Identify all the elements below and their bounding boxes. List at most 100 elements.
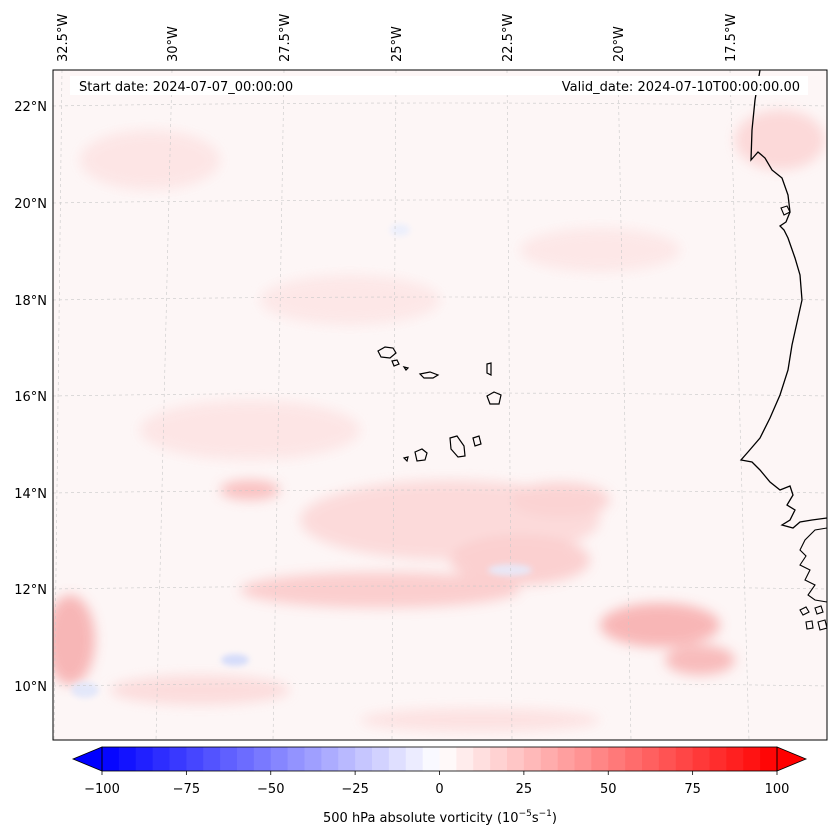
island-sao-nicolau: [418, 371, 440, 379]
vorticity-patch: [220, 480, 280, 500]
colorbar-segment: [456, 747, 474, 771]
colorbar-segment: [557, 747, 575, 771]
vorticity-patch: [110, 675, 290, 705]
colorbar-tick-label: 75: [684, 782, 701, 797]
colorbar-segment: [625, 747, 643, 771]
colorbar-segment: [523, 747, 542, 771]
colorbar-segment: [540, 747, 559, 771]
lat-label: 18°N: [14, 294, 47, 309]
colorbar-extend-max: [776, 746, 808, 772]
vorticity-patch: [510, 482, 610, 518]
colorbar-segment: [507, 747, 525, 771]
island-fogo: [414, 448, 428, 462]
lon-label: 22.5°W: [501, 14, 516, 62]
colorbar-segment: [186, 747, 204, 771]
cape-verde-islands: [377, 346, 502, 463]
colorbar-extend-min: [71, 746, 103, 772]
colorbar-segment: [591, 747, 609, 771]
colorbar-tick-label: −75: [173, 782, 200, 797]
vorticity-patch: [240, 572, 520, 608]
colorbar-segment: [574, 747, 592, 771]
colorbar-segments: [102, 747, 778, 771]
vorticity-patch: [600, 603, 720, 647]
vorticity-patch-negative: [71, 682, 99, 698]
island-santa-luzia: [402, 366, 410, 371]
lon-label: 20°W: [612, 26, 627, 62]
africa-coastline-south: [799, 527, 827, 603]
colorbar-segment: [675, 747, 694, 771]
lat-label: 20°N: [14, 197, 47, 212]
colorbar-tick-label: −25: [341, 782, 368, 797]
vorticity-patch: [735, 110, 825, 170]
colorbar-ticks: −100 −75 −50 −25 0 25 50 75 100: [84, 771, 789, 797]
graticule: [53, 70, 827, 740]
colorbar-label: 500 hPa absolute vorticity (10−5s−1): [323, 809, 557, 826]
vorticity-patch: [520, 228, 680, 272]
bissagos-islands: [780, 205, 827, 631]
colorbar-segment: [405, 747, 424, 771]
vorticity-patch: [80, 130, 220, 190]
colorbar-segment: [355, 747, 373, 771]
lon-label: 25°W: [390, 26, 405, 62]
island-maio: [472, 435, 482, 447]
lat-label: 16°N: [14, 390, 47, 405]
vorticity-patch-negative: [488, 564, 532, 576]
colorbar-tick-label: 100: [765, 782, 790, 797]
colorbar-segment: [304, 747, 322, 771]
colorbar-segment: [422, 747, 440, 771]
map-panel: Start date: 2024-07-07_00:00:00 Valid_da…: [52, 69, 828, 741]
colorbar-segment: [709, 747, 727, 771]
lon-label: 30°W: [166, 26, 181, 62]
colorbar-segment: [118, 747, 137, 771]
colorbar-segment: [220, 747, 238, 771]
colorbar-segment: [726, 747, 744, 771]
colorbar-segment: [608, 747, 626, 771]
colorbar-segment: [270, 747, 289, 771]
colorbar-tick-label: 0: [435, 782, 443, 797]
island-brava: [402, 456, 409, 463]
island-boa-vista: [486, 391, 502, 405]
colorbar-segment: [658, 747, 677, 771]
colorbar-segment: [102, 747, 120, 771]
island-sal: [486, 362, 492, 376]
colorbar-segment: [287, 747, 305, 771]
vorticity-patch-negative: [390, 224, 410, 236]
colorbar-tick-label: 25: [516, 782, 533, 797]
valid-date-label: Valid_date: 2024-07-10T00:00:00.00: [562, 80, 800, 95]
lat-label: 10°N: [14, 680, 47, 695]
colorbar-segment: [473, 747, 491, 771]
vorticity-patch: [450, 535, 590, 585]
colorbar-segment: [692, 747, 710, 771]
map-frame: [52, 69, 828, 741]
colorbar-segment: [642, 747, 660, 771]
colorbar-segment: [152, 747, 170, 771]
colorbar-segment: [169, 747, 187, 771]
colorbar-tick-label: 50: [600, 782, 617, 797]
colorbar-segment: [135, 747, 154, 771]
start-date-label: Start date: 2024-07-07_00:00:00: [79, 80, 293, 95]
colorbar-segment: [372, 747, 390, 771]
colorbar-tick-label: −100: [84, 782, 120, 797]
colorbar-segment: [338, 747, 356, 771]
colorbar-segment: [439, 747, 457, 771]
vorticity-patch: [360, 708, 600, 732]
lat-label: 22°N: [14, 100, 47, 115]
colorbar-segment: [237, 747, 255, 771]
island-santiago: [449, 435, 466, 458]
vorticity-patch: [140, 400, 360, 460]
colorbar-segment: [490, 747, 508, 771]
lat-label: 12°N: [14, 583, 47, 598]
longitude-labels: 32.5°W 30°W 27.5°W 25°W 22.5°W 20°W 17.5…: [56, 14, 739, 62]
vorticity-patch: [260, 275, 440, 325]
colorbar-segment: [760, 747, 778, 771]
colorbar: −100 −75 −50 −25 0 25 50 75 100 500 hPa absolute…: [71, 746, 808, 826]
colorbar-tick-label: −50: [257, 782, 284, 797]
island-sao-vicente: [391, 359, 400, 367]
lon-label: 32.5°W: [56, 14, 71, 62]
island-santo-antao: [377, 346, 397, 359]
colorbar-segment: [253, 747, 272, 771]
africa-coastline: [739, 70, 827, 529]
vorticity-patch: [53, 595, 95, 685]
colorbar-segment: [203, 747, 221, 771]
